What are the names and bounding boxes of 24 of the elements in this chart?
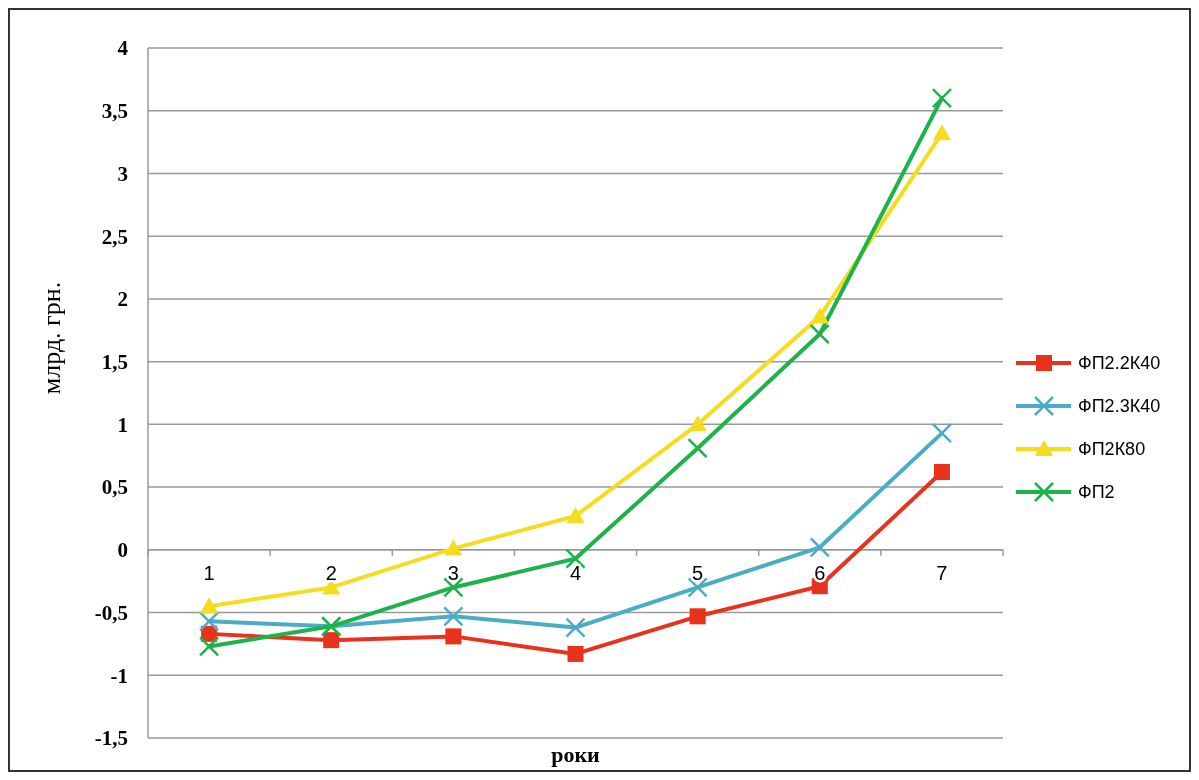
y-tick-label: 0: [117, 538, 128, 563]
x-tick-label: 7: [936, 561, 948, 584]
y-tick-label: 3: [117, 161, 128, 186]
y-tick-label: -1: [110, 663, 128, 688]
y-tick-label: -0,5: [94, 600, 128, 625]
y-axis-title: млрд. грн.: [37, 281, 66, 395]
y-tick-label: 0,5: [101, 475, 128, 500]
y-tick-label: 1,5: [101, 349, 128, 374]
y-tick-label: -1,5: [94, 726, 128, 751]
x-tick-label: 4: [569, 561, 582, 584]
legend-label: ФП2: [1078, 482, 1115, 503]
legend-label: ФП2К80: [1078, 439, 1146, 460]
y-tick-label: 3,5: [101, 99, 128, 124]
legend-label: ФП2.2К40: [1078, 353, 1161, 374]
x-tick-label: 2: [325, 561, 337, 584]
legend-label: ФП2.3К40: [1078, 396, 1161, 417]
x-axis-title: роки: [551, 742, 601, 767]
y-tick-label: 2,5: [101, 224, 128, 249]
y-tick-label: 1: [117, 412, 128, 437]
x-tick-label: 5: [692, 561, 704, 584]
y-tick-label: 4: [117, 36, 129, 61]
y-tick-label: 2: [117, 287, 128, 312]
x-tick-label: 1: [203, 561, 215, 584]
x-tick-label: 3: [447, 561, 459, 584]
